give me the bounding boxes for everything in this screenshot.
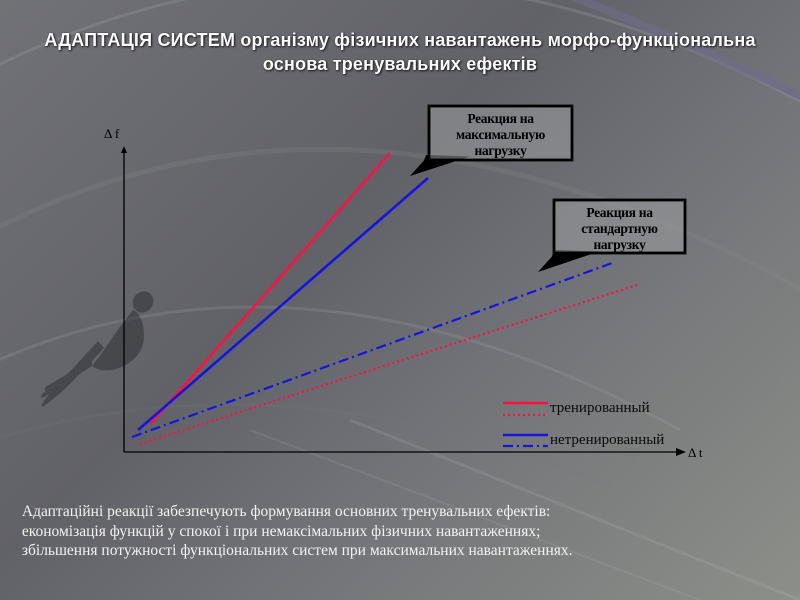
svg-text:Δ t: Δ t [688,445,703,460]
svg-text:Δ f: Δ f [104,126,120,141]
